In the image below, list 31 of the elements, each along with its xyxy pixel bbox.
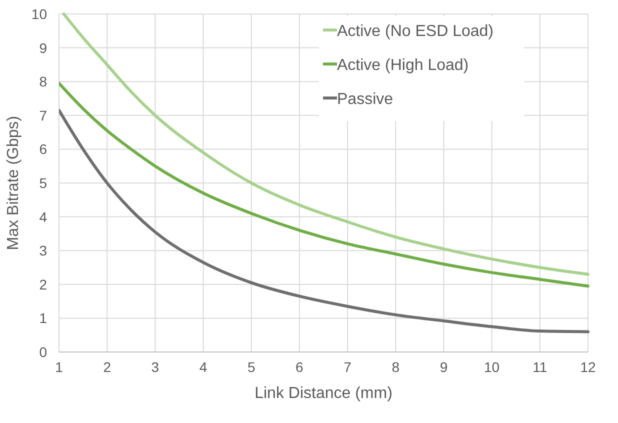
y-tick-label: 9 xyxy=(39,40,48,56)
y-tick-label: 7 xyxy=(39,107,48,124)
x-tick-label: 1 xyxy=(55,359,64,375)
line-series xyxy=(59,82,590,288)
y-tick-label: 8 xyxy=(39,74,48,90)
y-tick-label: 0 xyxy=(39,344,48,360)
x-tick-label: 2 xyxy=(103,359,112,375)
x-tick-label: 6 xyxy=(296,359,304,375)
x-tick-label: 4 xyxy=(199,359,208,375)
legend-label: Passive xyxy=(337,91,394,108)
line-series xyxy=(59,108,590,334)
legend-label: Active (High Load) xyxy=(337,57,469,74)
y-tick-label: 1 xyxy=(39,310,48,326)
x-tick-label: 5 xyxy=(247,359,256,375)
y-tick-label: 10 xyxy=(31,6,48,22)
x-tick-label: 9 xyxy=(440,359,448,375)
x-tick-label: 12 xyxy=(580,359,596,375)
y-axis-title: Max Bitrate (Gbps) xyxy=(5,116,22,250)
line-series xyxy=(62,12,590,276)
y-tick-label: 4 xyxy=(39,208,48,225)
x-tick-label: 8 xyxy=(392,359,400,375)
x-tick-label: 7 xyxy=(344,359,352,375)
x-tick-label: 3 xyxy=(151,359,160,375)
legend-label: Active (No ESD Load) xyxy=(337,23,494,40)
y-tick-label: 2 xyxy=(39,276,48,292)
x-tick-label: 10 xyxy=(484,359,500,375)
y-tick-label: 6 xyxy=(39,141,48,158)
y-tick-label: 5 xyxy=(39,175,48,191)
x-tick-label: 11 xyxy=(532,359,548,375)
x-axis-title: Link Distance (mm) xyxy=(254,385,392,402)
y-tick-label: 3 xyxy=(39,242,48,259)
